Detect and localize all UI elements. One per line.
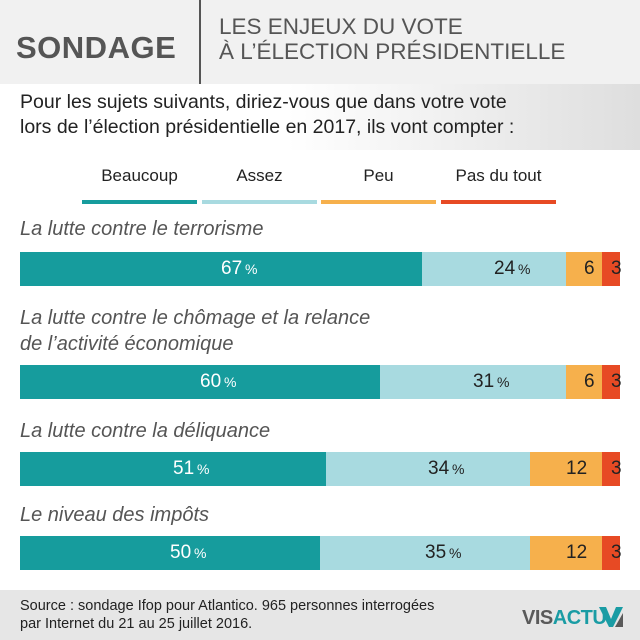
data-label: 6 [584,371,595,392]
bar-segment-peu [530,452,602,486]
bar-segment-assez [326,452,530,486]
footer: Source : sondage Ifop pour Atlantico. 96… [0,590,640,640]
bar-row: 50 % 35 % 12 3 [20,536,622,570]
brand-logo-part-2: ACTU [552,607,607,629]
bar-segment-pas-du-tout [602,452,620,486]
category-label: Le niveau des impôts [20,504,210,526]
bar-row: 67 % 24 % 6 3 [20,252,622,286]
source-line-1: Source : sondage Ifop pour Atlantico. 96… [20,598,435,614]
header-banner: SONDAGE LES ENJEUX DU VOTE À L’ÉLECTION … [0,0,640,84]
question-line-2: lors de l’élection présidentielle en 201… [20,116,515,138]
category-label: La lutte contre le terrorisme [20,218,264,240]
bar-segment-assez [380,365,566,399]
page-title-line-2: À L’ÉLECTION PRÉSIDENTIELLE [219,39,566,64]
data-label: 6 [584,258,595,279]
data-label: 3 [611,542,622,563]
bar-segment-peu [566,365,602,399]
bar-segment-assez [422,252,566,286]
legend-item-peu: Peu [321,166,436,204]
bar-segment-pas-du-tout [602,252,620,286]
legend-swatch [202,200,317,204]
legend-swatch [82,200,197,204]
source-note: Source : sondage Ifop pour Atlantico. 96… [20,597,434,633]
brand-logo-part-1: VIS [522,607,553,629]
question-text: Pour les sujets suivants, diriez-vous qu… [20,90,630,140]
bar-segment-beaucoup [20,365,380,399]
legend-swatch [321,200,436,204]
legend-item-beaucoup: Beaucoup [82,166,197,204]
category-label: La lutte contre le chômage et la relance… [20,307,371,355]
bar-segment-peu [530,536,602,570]
page-title-line-1: LES ENJEUX DU VOTE [219,14,463,39]
bar-segment-beaucoup [20,452,326,486]
bar-segment-beaucoup [20,536,320,570]
bar-segment-pas-du-tout [602,536,620,570]
data-label: 12 [566,458,588,479]
legend-label: Peu [363,166,394,185]
legend-item-assez: Assez [202,166,317,204]
data-label: 12 [566,542,588,563]
data-label: 31 % [473,371,510,392]
question-panel: Pour les sujets suivants, diriez-vous qu… [0,84,640,150]
kicker-label: SONDAGE [16,30,177,65]
brand-logo-mark-icon [599,607,623,627]
data-label: 3 [611,458,622,479]
data-label: 34 % [428,458,465,479]
source-line-2: par Internet du 21 au 25 juillet 2016. [20,616,253,632]
page-title: LES ENJEUX DU VOTE À L’ÉLECTION PRÉSIDEN… [219,14,565,64]
data-label: 67 % [221,258,258,279]
header-divider [199,0,201,84]
data-label: 35 % [425,542,462,563]
data-label: 51 % [173,458,210,479]
bar-segment-assez [320,536,530,570]
bar-row: 51 % 34 % 12 3 [20,452,622,486]
bar-segment-beaucoup [20,252,422,286]
category-label: La lutte contre la déliquance [20,420,271,442]
data-label: 60 % [200,371,237,392]
legend-swatch [441,200,556,204]
data-label: 24 % [494,258,531,279]
legend-item-pas-du-tout: Pas du tout [441,166,556,204]
legend-label: Assez [236,166,283,185]
bar-row: 60 % 31 % 6 3 [20,365,622,399]
bar-segment-peu [566,252,602,286]
data-label: 50 % [170,542,207,563]
brand-logo: VISACTU [522,606,607,630]
data-label: 3 [611,371,622,392]
legend-label: Beaucoup [101,166,178,185]
bar-segment-pas-du-tout [602,365,620,399]
legend-label: Pas du tout [455,166,542,185]
data-label: 3 [611,258,622,279]
question-line-1: Pour les sujets suivants, diriez-vous qu… [20,91,507,113]
